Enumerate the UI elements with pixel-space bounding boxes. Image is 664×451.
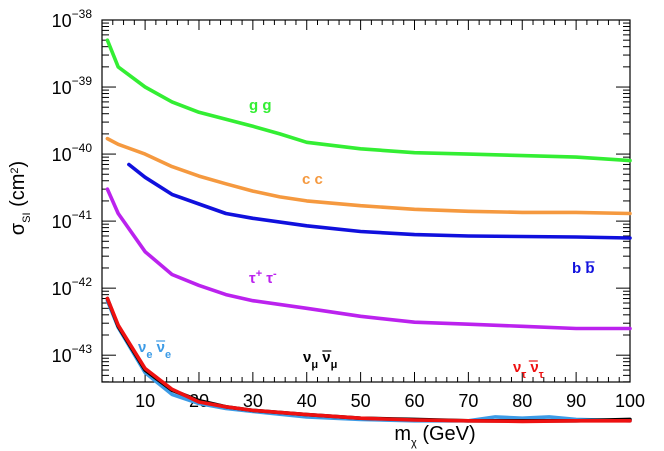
- y-tick-label: 10−40: [52, 141, 93, 165]
- y-axis-ticks: 10−43 10−42 10−41 10−40 10−39 10−38: [52, 7, 630, 383]
- y-tick-label: 10−43: [52, 342, 93, 366]
- x-tick-label: 80: [512, 391, 532, 411]
- y-axis-title: σSI (cm2): [7, 161, 33, 235]
- x-tick-label: 30: [243, 391, 263, 411]
- y-tick-label: 10−41: [52, 208, 93, 232]
- y-tick-label: 10−42: [52, 275, 93, 299]
- series-label-nue: νe νe: [138, 339, 171, 361]
- series-line-bb: [127, 162, 632, 240]
- series-line-nutau: [105, 296, 632, 424]
- series-line-cc: [105, 136, 632, 216]
- series-label-nutau: ντ ντ: [513, 359, 544, 381]
- x-tick-label: 70: [458, 391, 478, 411]
- x-tick-label: 10: [135, 391, 155, 411]
- series-labels: g g c c b b τ+ τ-νe νe νμ νμ ντ ντ: [138, 97, 595, 381]
- series-label-bb: b b: [572, 260, 595, 277]
- y-tick-label: 10−38: [52, 7, 93, 31]
- y-tick-label: 10−39: [52, 74, 93, 98]
- series-label-cc: c c: [302, 171, 323, 188]
- x-axis-title: mχ (GeV): [394, 423, 475, 449]
- series-lines: [105, 38, 632, 424]
- x-tick-label: 50: [351, 391, 371, 411]
- x-tick-label: 90: [566, 391, 586, 411]
- series-line-gg: [105, 38, 632, 163]
- series-label-tautau: τ+ τ-: [249, 268, 277, 287]
- x-tick-label: 100: [615, 391, 645, 411]
- x-tick-label: 40: [297, 391, 317, 411]
- series-line-tautau: [105, 187, 632, 331]
- series-label-gg: g g: [249, 97, 272, 114]
- series-label-numu: νμ νμ: [303, 349, 337, 371]
- x-tick-label: 60: [404, 391, 424, 411]
- x-axis-ticks: 10 20 30 40 50 60 70 80 90 100: [101, 20, 645, 411]
